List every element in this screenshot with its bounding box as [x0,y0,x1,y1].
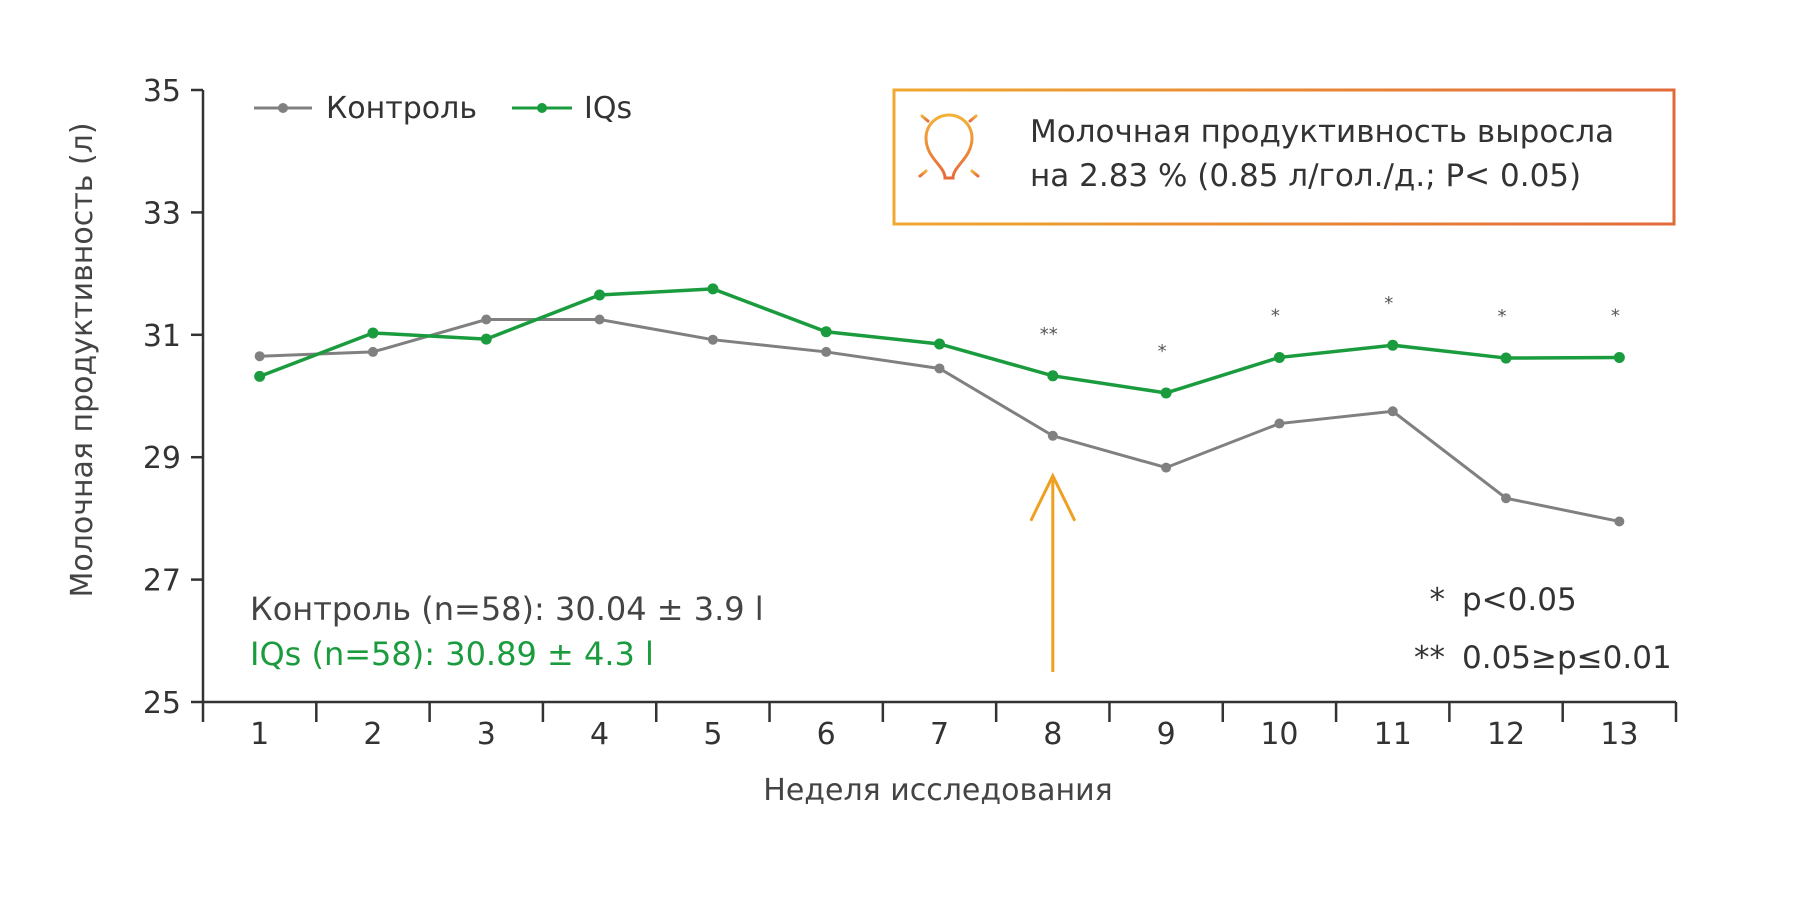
x-tick-label: 13 [1600,717,1638,752]
x-tick-label: 4 [590,717,609,752]
x-axis-ticks: 1 2 3 4 5 6 7 8 9 10 11 12 13 [201,702,1678,752]
data-point [1047,370,1059,382]
data-point [1387,339,1399,351]
data-point [707,283,719,295]
data-point [1613,351,1625,363]
data-point [707,334,718,345]
data-point [594,314,605,325]
significance-mark: * [1158,341,1167,362]
significance-mark: ** [1040,324,1058,345]
callout-line-2: на 2.83 % (0.85 л/гол./д.; P< 0.05) [1030,158,1581,194]
significance-mark: * [1611,305,1620,326]
y-tick-label: 25 [143,686,181,721]
up-arrow-icon [1029,472,1077,672]
data-point [254,351,265,362]
series-layer [254,283,1625,527]
x-tick-label: 3 [477,717,496,752]
data-point [1501,493,1512,504]
data-point [254,370,266,382]
significance-mark: * [1271,305,1280,326]
data-point [820,326,832,338]
data-point [1500,352,1512,364]
legend-dot-iqs [537,103,547,113]
data-point [1160,387,1172,399]
legend: Контроль IQs [254,91,632,126]
data-point [367,346,378,357]
callout-border [892,88,1676,226]
legend-label-control: Контроль [326,91,477,126]
legend-label-iqs: IQs [584,91,632,126]
data-point [1387,406,1398,417]
data-point [480,333,492,345]
y-tick-label: 31 [143,319,181,354]
significance-legend: * p<0.05 ** 0.05≥p≤0.01 [1414,582,1672,676]
x-tick-label: 2 [363,717,382,752]
arrow-head [1029,472,1077,522]
data-point [934,363,945,374]
y-tick-label: 27 [143,564,181,599]
significance-mark: * [1498,306,1507,327]
sig-legend-text-2: 0.05≥p≤0.01 [1462,640,1672,676]
series-control [254,314,1625,527]
data-point [821,346,832,357]
data-point [481,314,492,325]
data-point [1273,351,1285,363]
x-tick-label: 11 [1374,717,1412,752]
significance-mark: * [1384,293,1393,314]
significance-marks: ****** * [1040,293,1620,362]
data-point [934,338,945,350]
data-point [1614,516,1625,527]
data-point [1161,462,1172,473]
y-axis-title: Молочная продуктивность (л) [65,122,100,597]
data-point [1274,418,1285,429]
callout-line-1: Молочная продуктивность выросла [1030,114,1614,150]
data-point [594,289,606,301]
x-tick-label: 1 [250,717,269,752]
x-tick-label: 9 [1157,717,1176,752]
x-tick-label: 8 [1043,717,1062,752]
sig-legend-mark-2: ** [1414,640,1445,676]
stats-control: Контроль (n=58): 30.04 ± 3.9 l [250,590,764,628]
x-tick-label: 10 [1260,717,1298,752]
sig-legend-mark-1: * [1430,582,1446,618]
callout-box: Молочная продуктивность выросла на 2.83 … [892,88,1676,226]
y-tick-label: 33 [143,196,181,231]
legend-dot-control [278,103,288,113]
y-axis-ticks: 25 27 29 31 33 35 [143,74,203,721]
data-point [1047,430,1058,441]
chart-axes [201,90,1676,704]
lightbulb-icon [910,102,988,204]
stats-iqs: IQs (n=58): 30.89 ± 4.3 l [250,635,654,673]
sig-legend-text-1: p<0.05 [1462,582,1577,618]
y-tick-label: 29 [143,441,181,476]
data-point [367,327,379,339]
series-iqs [254,283,1625,399]
x-axis-title: Неделя исследования [763,773,1112,808]
y-tick-label: 35 [143,74,181,109]
x-tick-label: 6 [817,717,836,752]
x-tick-label: 5 [703,717,722,752]
series-line [259,318,1620,523]
x-tick-label: 7 [930,717,949,752]
x-tick-label: 12 [1487,717,1525,752]
